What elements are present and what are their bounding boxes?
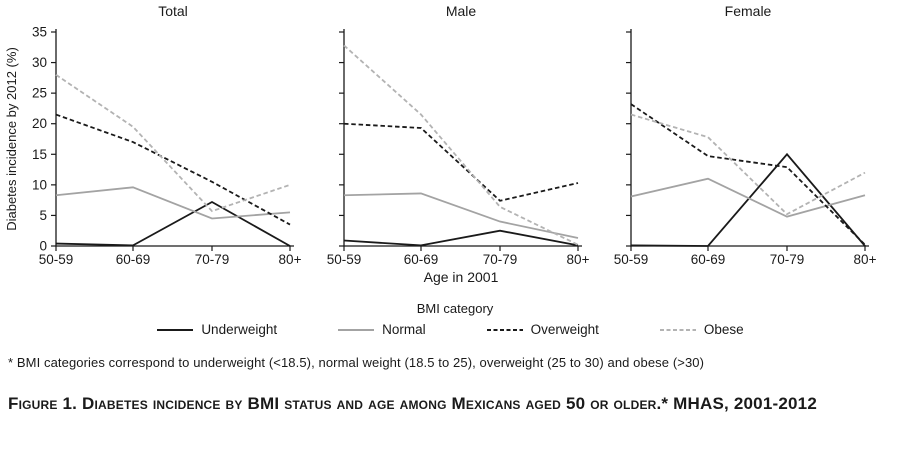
figure-caption: Figure 1. Diabetes incidence by BMI stat… [8,394,817,413]
y-tick-label: 10 [32,177,47,192]
x-axis-title: Age in 2001 [424,269,499,285]
y-tick-label: 5 [39,208,47,223]
panel-title: Male [446,3,477,19]
panel-title: Female [725,3,772,19]
x-tick-label: 60-69 [691,252,726,267]
legend-item-overweight: Overweight [486,322,599,337]
x-tick-label: 80+ [279,252,302,267]
series-line-obese [55,74,291,213]
y-tick-label: 35 [32,25,47,40]
legend-item-obese: Obese [659,322,744,337]
y-tick-label: 30 [32,55,47,70]
legend-label: Obese [703,322,744,337]
y-tick-label: 25 [32,86,47,101]
x-tick-label: 70-79 [770,252,805,267]
series-line-overweight [55,113,291,226]
legend-label: Overweight [530,322,599,337]
x-tick-label: 60-69 [116,252,151,267]
panel-male: 50-59 60-69 70-79 80+ Male [327,3,590,267]
x-tick-label: 70-79 [195,252,230,267]
bmi-footnote: * BMI categories correspond to underweig… [8,355,705,370]
panel-total: 0 5 10 15 20 25 30 35 50-59 60-69 70-79 80+ Total [32,3,302,267]
series-line-overweight [630,103,866,246]
x-tick-label: 70-79 [483,252,518,267]
y-axis-title: Diabetes incidence by 2012 (%) [4,47,19,231]
x-tick-label: 80+ [567,252,590,267]
legend-line-sample-underweight [157,328,194,331]
series-line-obese [343,44,579,246]
series-line-overweight [343,122,579,202]
panel-title: Total [158,3,188,19]
legend-title: BMI category [416,301,494,316]
series-line-normal [55,186,291,220]
x-tick-label: 60-69 [404,252,439,267]
series-line-underweight [343,229,579,247]
chart-legend: BMI category Underweight Normal Overweight… [0,301,900,337]
series-line-underweight [55,200,291,247]
x-tick-label: 50-59 [327,252,362,267]
y-tick-label: 20 [32,116,47,131]
legend-line-sample-overweight [486,328,523,331]
legend-label: Underweight [201,322,278,337]
legend-line-sample-obese [659,328,696,331]
legend-item-normal: Normal [337,322,426,337]
series-line-normal [343,192,579,239]
legend-item-underweight: Underweight [156,322,277,337]
x-tick-label: 80+ [854,252,877,267]
x-tick-label: 50-59 [39,252,74,267]
y-tick-label: 15 [32,147,47,162]
legend-label: Normal [382,322,426,337]
series-line-underweight [630,152,866,247]
series-line-obese [630,113,866,216]
diabetes-incidence-chart: 0 5 10 15 20 25 30 35 50-59 60-69 70-79 80+ Total 50-… [4,3,877,285]
panel-female: 50-59 60-69 70-79 80+ Female [614,3,877,267]
y-tick-label: 0 [39,239,47,254]
legend-items: Underweight Normal Overweight Obese [0,322,900,337]
legend-line-sample-normal [338,328,375,331]
x-tick-label: 50-59 [614,252,649,267]
